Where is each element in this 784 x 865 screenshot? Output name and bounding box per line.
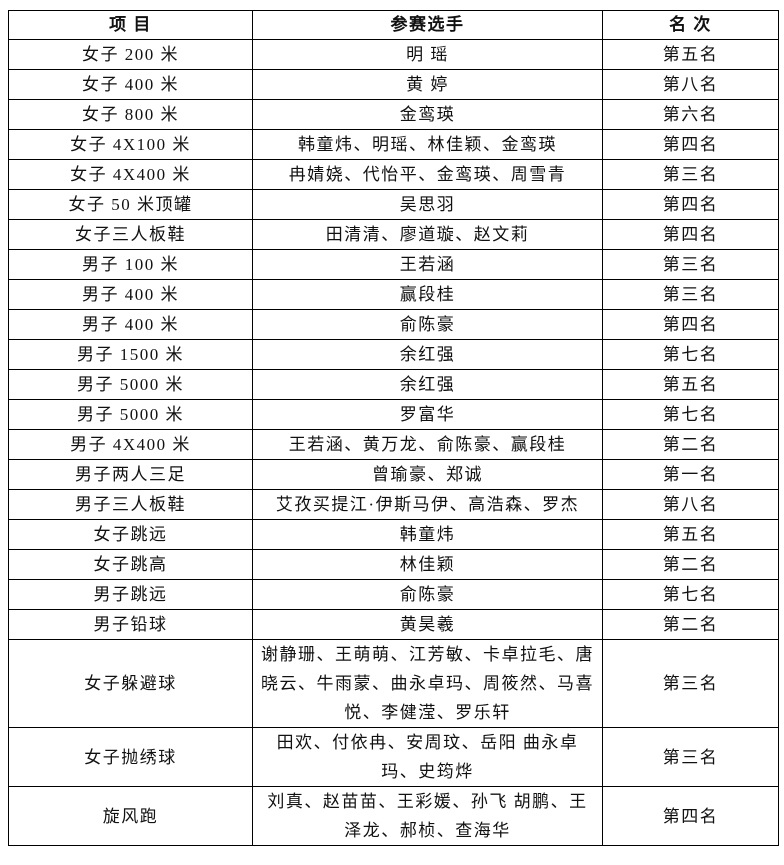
athletes-cell: 俞陈豪: [252, 309, 603, 340]
athletes-cell: 俞陈豪: [252, 579, 603, 610]
rank-cell: 第三名: [602, 249, 779, 280]
athletes-cell: 黄昊羲: [252, 609, 603, 640]
event-cell: 女子躲避球: [8, 639, 253, 728]
rank-cell: 第五名: [602, 519, 779, 550]
event-cell: 女子跳高: [8, 549, 253, 580]
table-row: 男子铅球 黄昊羲 第二名: [8, 609, 779, 640]
event-cell: 男子 5000 米: [8, 369, 253, 400]
rank-cell: 第一名: [602, 459, 779, 490]
athletes-cell: 余红强: [252, 339, 603, 370]
athletes-cell: 韩童炜: [252, 519, 603, 550]
header-cell: 名 次: [602, 10, 779, 40]
rank-cell: 第六名: [602, 99, 779, 130]
event-cell: 男子 4X400 米: [8, 429, 253, 460]
rank-cell: 第七名: [602, 399, 779, 430]
rank-cell: 第三名: [602, 279, 779, 310]
rank-cell: 第二名: [602, 609, 779, 640]
header-cell: 参赛选手: [252, 10, 603, 40]
event-cell: 旋风跑: [8, 786, 253, 846]
rank-cell: 第八名: [602, 489, 779, 520]
athletes-cell: 赢段桂: [252, 279, 603, 310]
rank-cell: 第四名: [602, 786, 779, 846]
event-cell: 女子 4X400 米: [8, 159, 253, 190]
rank-cell: 第四名: [602, 309, 779, 340]
rank-cell: 第五名: [602, 369, 779, 400]
rank-cell: 第二名: [602, 429, 779, 460]
table-row: 男子跳远 俞陈豪 第七名: [8, 579, 779, 610]
table-row: 男子 100 米王若涵 第三名: [8, 249, 779, 280]
event-cell: 男子 5000 米: [8, 399, 253, 430]
event-cell: 女子抛绣球: [8, 727, 253, 787]
athletes-cell: 田清清、廖道璇、赵文莉: [252, 219, 603, 250]
event-cell: 女子 400 米: [8, 69, 253, 100]
athletes-cell: 王若涵、黄万龙、俞陈豪、赢段桂: [252, 429, 603, 460]
athletes-cell: 吴思羽: [252, 189, 603, 220]
table-row: 女子 50 米顶罐 吴思羽 第四名: [8, 189, 779, 220]
rank-cell: 第三名: [602, 159, 779, 190]
table-row: 女子 200 米明 瑶第五名: [8, 39, 779, 70]
table-row: 男子两人三足 曾瑜豪、郑诚 第一名: [8, 459, 779, 490]
athletes-cell: 曾瑜豪、郑诚: [252, 459, 603, 490]
table-row: 旋风跑 刘真、赵苗苗、王彩媛、孙飞 胡鹏、王泽龙、郝桢、查海华 第四名: [8, 786, 779, 846]
event-cell: 女子 4X100 米: [8, 129, 253, 160]
table-row: 男子 400 米俞陈豪 第四名: [8, 309, 779, 340]
event-cell: 男子 100 米: [8, 249, 253, 280]
table-row: 女子 4X400 米冉婧娆、代怡平、金鸾瑛、周雪青 第三名: [8, 159, 779, 190]
table-row: 男子 4X400 米王若涵、黄万龙、俞陈豪、赢段桂 第二名: [8, 429, 779, 460]
athletes-cell: 明 瑶: [252, 39, 603, 70]
event-cell: 男子 400 米: [8, 279, 253, 310]
rank-cell: 第二名: [602, 549, 779, 580]
event-cell: 女子三人板鞋: [8, 219, 253, 250]
athletes-cell: 黄 婷: [252, 69, 603, 100]
event-cell: 男子三人板鞋: [8, 489, 253, 520]
table-row: 男子 5000 米余红强 第五名: [8, 369, 779, 400]
header-cell: 项 目: [8, 10, 253, 40]
athletes-cell: 谢静珊、王萌萌、江芳敏、卡卓拉毛、唐晓云、牛雨蒙、曲永卓玛、周筱然、马喜悦、李健…: [252, 639, 603, 728]
table-row: 女子 400 米黄 婷第八名: [8, 69, 779, 100]
results-table: 项 目 参赛选手 名 次 女子 200 米明 瑶第五名 女子 400 米黄 婷第八…: [8, 10, 779, 846]
athletes-cell: 罗富华: [252, 399, 603, 430]
event-cell: 女子 800 米: [8, 99, 253, 130]
athletes-cell: 林佳颖: [252, 549, 603, 580]
event-cell: 女子跳远: [8, 519, 253, 550]
event-cell: 女子 200 米: [8, 39, 253, 70]
rank-cell: 第八名: [602, 69, 779, 100]
athletes-cell: 金鸾瑛: [252, 99, 603, 130]
athletes-cell: 田欢、付依冉、安周玟、岳阳 曲永卓玛、史筠烨: [252, 727, 603, 787]
athletes-cell: 王若涵: [252, 249, 603, 280]
table-row: 女子躲避球 谢静珊、王萌萌、江芳敏、卡卓拉毛、唐晓云、牛雨蒙、曲永卓玛、周筱然、马…: [8, 639, 779, 728]
table-row: 女子抛绣球 田欢、付依冉、安周玟、岳阳 曲永卓玛、史筠烨 第三名: [8, 727, 779, 787]
rank-cell: 第五名: [602, 39, 779, 70]
table-row: 男子 5000 米罗富华 第七名: [8, 399, 779, 430]
event-cell: 男子 1500 米: [8, 339, 253, 370]
table-row: 女子 4X100 米韩童炜、明瑶、林佳颖、金鸾瑛 第四名: [8, 129, 779, 160]
athletes-cell: 冉婧娆、代怡平、金鸾瑛、周雪青: [252, 159, 603, 190]
event-cell: 男子铅球: [8, 609, 253, 640]
table-row: 女子跳远 韩童炜 第五名: [8, 519, 779, 550]
event-cell: 男子两人三足: [8, 459, 253, 490]
rank-cell: 第三名: [602, 639, 779, 728]
event-cell: 男子 400 米: [8, 309, 253, 340]
athletes-cell: 韩童炜、明瑶、林佳颖、金鸾瑛: [252, 129, 603, 160]
rank-cell: 第四名: [602, 189, 779, 220]
rank-cell: 第七名: [602, 339, 779, 370]
table-row: 男子三人板鞋 艾孜买提江·伊斯马伊、高浩森、罗杰 第八名: [8, 489, 779, 520]
table-row: 女子三人板鞋 田清清、廖道璇、赵文莉 第四名: [8, 219, 779, 250]
rank-cell: 第三名: [602, 727, 779, 787]
rank-cell: 第四名: [602, 219, 779, 250]
table-row: 男子 1500 米余红强 第七名: [8, 339, 779, 370]
athletes-cell: 艾孜买提江·伊斯马伊、高浩森、罗杰: [252, 489, 603, 520]
table-row: 女子跳高 林佳颖 第二名: [8, 549, 779, 580]
header-row: 项 目 参赛选手 名 次: [8, 10, 779, 40]
table-row: 男子 400 米赢段桂 第三名: [8, 279, 779, 310]
athletes-cell: 余红强: [252, 369, 603, 400]
rank-cell: 第四名: [602, 129, 779, 160]
table-row: 女子 800 米金鸾瑛 第六名: [8, 99, 779, 130]
event-cell: 男子跳远: [8, 579, 253, 610]
rank-cell: 第七名: [602, 579, 779, 610]
athletes-cell: 刘真、赵苗苗、王彩媛、孙飞 胡鹏、王泽龙、郝桢、查海华: [252, 786, 603, 846]
event-cell: 女子 50 米顶罐: [8, 189, 253, 220]
